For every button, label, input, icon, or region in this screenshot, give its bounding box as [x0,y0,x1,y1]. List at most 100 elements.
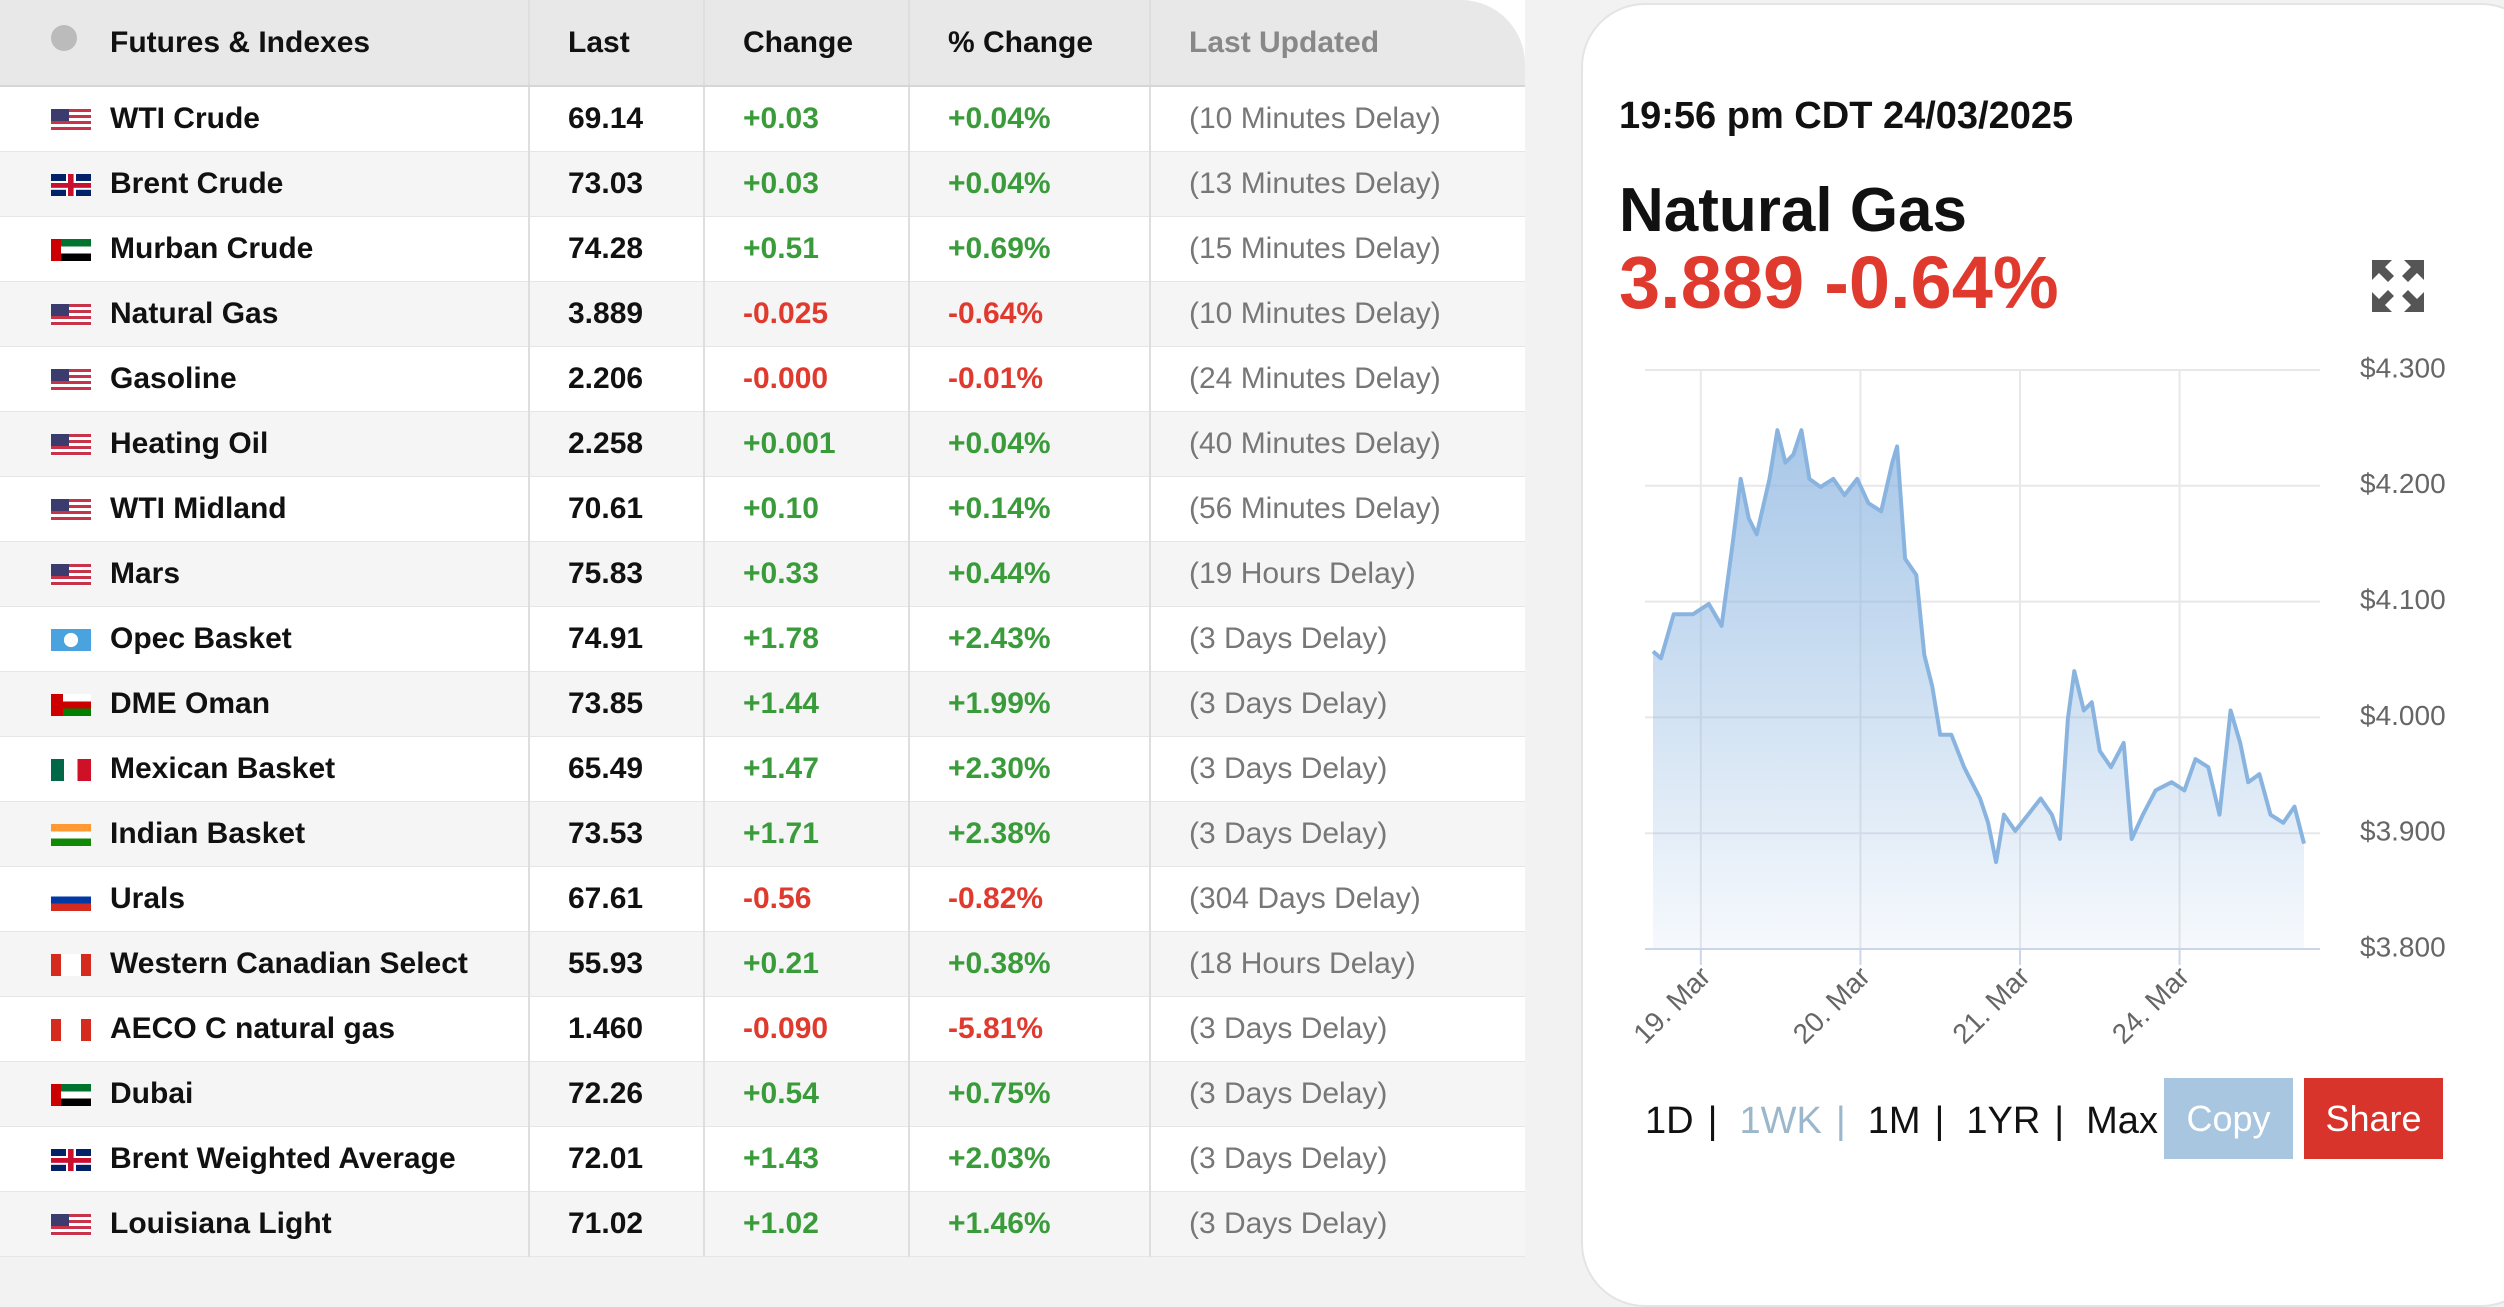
table-cell: -0.000 [704,346,910,412]
change: +1.78 [743,622,819,655]
table-cell: Urals [0,866,530,932]
name: Mars [110,557,181,590]
last: 55.93 [568,947,644,980]
x-tick-label: 24. Mar [2106,961,2195,1050]
last: 1.460 [568,1012,644,1045]
table-cell: +0.04% [909,151,1151,217]
y-tick-label: $4.300 [2360,352,2446,383]
last: 72.26 [568,1077,644,1110]
table-cell: 72.01 [529,1126,705,1192]
change: -0.025 [743,297,829,330]
table-cell: +0.38% [909,931,1151,997]
table-cell: +2.43% [909,606,1151,672]
column-header: Last Updated [1150,0,1525,87]
header-text: Last [568,25,630,59]
last: 73.53 [568,817,644,850]
table-cell: Gasoline [0,346,530,412]
y-tick-label: $3.800 [2360,931,2446,962]
table-cell: 73.03 [529,151,705,217]
range-option[interactable]: 1D [1645,1100,1694,1142]
range-option[interactable]: 1WK [1739,1100,1822,1142]
flag-icon [51,889,91,912]
name: DME Oman [110,687,271,720]
pct-change: -0.82% [948,882,1044,915]
last: 65.49 [568,752,644,785]
header-text: % Change [948,25,1094,59]
table-cell: (3 Days Delay) [1150,606,1525,672]
name: Brent Weighted Average [110,1142,456,1175]
range-separator: | [1934,1100,1945,1142]
y-tick-label: $4.100 [2360,584,2446,615]
last: 73.03 [568,167,644,200]
table-row: WTI Midland 70.61 +0.10 +0.14% (56 Minutes D… [0,476,1525,542]
flag-icon [51,304,91,327]
flag-icon [51,759,91,782]
table-cell: Mars [0,541,530,607]
table-cell: +0.10 [704,476,910,542]
table-cell: (3 Days Delay) [1150,801,1525,867]
last: 74.28 [568,232,644,265]
timestamp: 19:56 pm CDT 24/03/2025 [1619,95,2074,137]
change: +1.47 [743,752,819,785]
y-tick-label: $4.000 [2360,700,2446,731]
table-cell: 65.49 [529,736,705,802]
table-cell: +1.71 [704,801,910,867]
change: +1.02 [743,1207,819,1240]
table-cell: +0.03 [704,86,910,152]
y-tick-label: $4.200 [2360,468,2446,499]
last-updated: (13 Minutes Delay) [1189,167,1441,200]
share-button[interactable]: Share [2304,1078,2443,1159]
table-cell: (3 Days Delay) [1150,1126,1525,1192]
table-cell: Brent Crude [0,151,530,217]
change: +1.43 [743,1142,819,1175]
change: +0.21 [743,947,819,980]
table-cell: (18 Hours Delay) [1150,931,1525,997]
table-cell: +2.03% [909,1126,1151,1192]
last: 2.258 [568,427,644,460]
table-cell: +0.21 [704,931,910,997]
table-header: Futures & Indexes Last Change % Change Last … [0,0,1525,87]
flag-icon [51,174,91,197]
table-row: Urals 67.61 -0.56 -0.82% (304 Days Delay) [0,866,1525,932]
table-cell: Louisiana Light [0,1191,530,1257]
table-cell: +1.44 [704,671,910,737]
table-cell: 70.61 [529,476,705,542]
name: Western Canadian Select [110,947,468,980]
copy-button[interactable]: Copy [2164,1078,2293,1159]
expand-icon[interactable] [2372,260,2424,312]
range-option[interactable]: Max [2086,1100,2158,1142]
table-cell: 74.28 [529,216,705,282]
name: Mexican Basket [110,752,336,785]
table-row: AECO C natural gas 1.460 -0.090 -5.81% (3 Da… [0,996,1525,1062]
table-cell: (56 Minutes Delay) [1150,476,1525,542]
table-cell: +0.54 [704,1061,910,1127]
table-cell: (3 Days Delay) [1150,996,1525,1062]
table-cell: (15 Minutes Delay) [1150,216,1525,282]
table-cell: +1.99% [909,671,1151,737]
pct-change: +0.04% [948,102,1051,135]
pct-change: +2.03% [948,1142,1051,1175]
table-cell: -0.01% [909,346,1151,412]
table-cell: WTI Midland [0,476,530,542]
change: +0.33 [743,557,819,590]
table-cell: Western Canadian Select [0,931,530,997]
x-tick-label: 20. Mar [1787,961,1876,1050]
table-cell: +1.46% [909,1191,1151,1257]
table-cell: Murban Crude [0,216,530,282]
table-cell: -5.81% [909,996,1151,1062]
table-cell: +1.47 [704,736,910,802]
header-text: Change [743,25,854,59]
range-option[interactable]: 1M [1867,1100,1921,1142]
table-cell: +0.03 [704,151,910,217]
range-option[interactable]: 1YR [1966,1100,2041,1142]
table-cell: 73.53 [529,801,705,867]
table-cell: Brent Weighted Average [0,1126,530,1192]
table-cell: 3.889 [529,281,705,347]
table-cell: +2.38% [909,801,1151,867]
flag-icon [51,694,91,717]
change: +0.001 [743,427,836,460]
change: +1.44 [743,687,819,720]
change: +0.51 [743,232,819,265]
instrument-name: Natural Gas [1619,176,1968,245]
table-cell: +0.75% [909,1061,1151,1127]
